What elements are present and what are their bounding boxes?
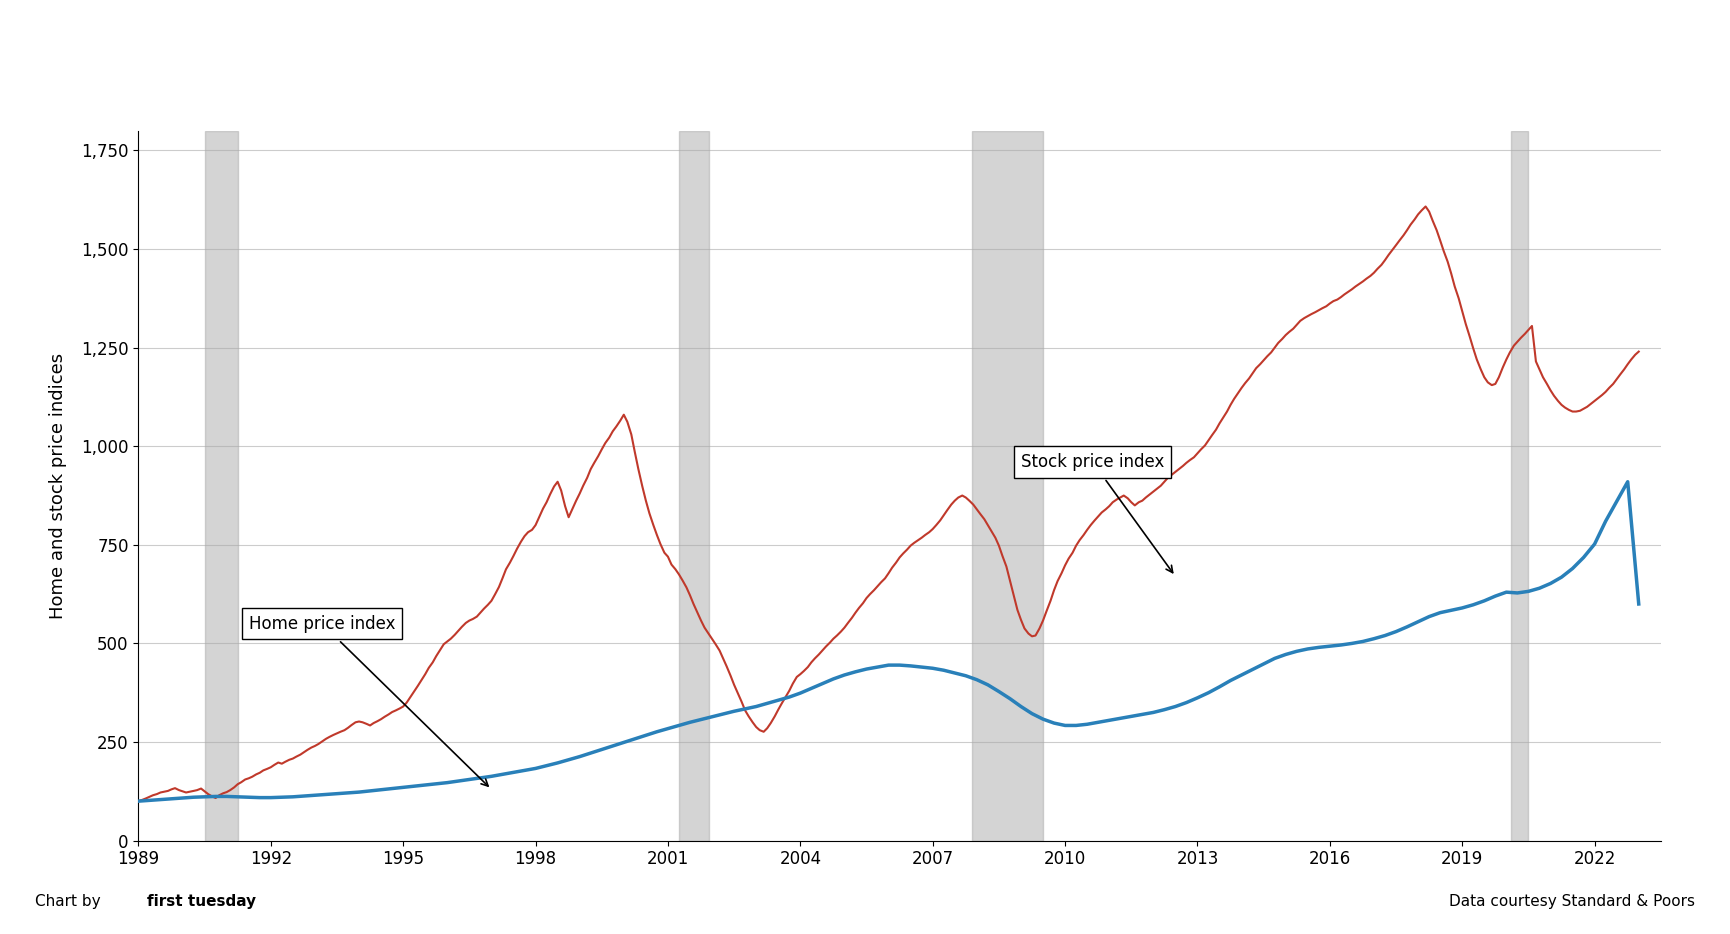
Text: Home Price Index vs. Stock Price Index: 1989=100: Home Price Index vs. Stock Price Index: … xyxy=(431,41,1299,71)
Bar xyxy=(204,131,237,841)
Text: first tuesday: first tuesday xyxy=(147,894,256,909)
Bar xyxy=(972,131,1043,841)
Text: Stock price index: Stock price index xyxy=(1021,453,1173,573)
Bar xyxy=(678,131,709,841)
Text: Data courtesy Standard & Poors: Data courtesy Standard & Poors xyxy=(1450,894,1695,909)
Text: Home price index: Home price index xyxy=(249,615,488,786)
Y-axis label: Home and stock price indices: Home and stock price indices xyxy=(48,353,67,618)
Text: Chart by: Chart by xyxy=(35,894,106,909)
Bar xyxy=(1510,131,1528,841)
